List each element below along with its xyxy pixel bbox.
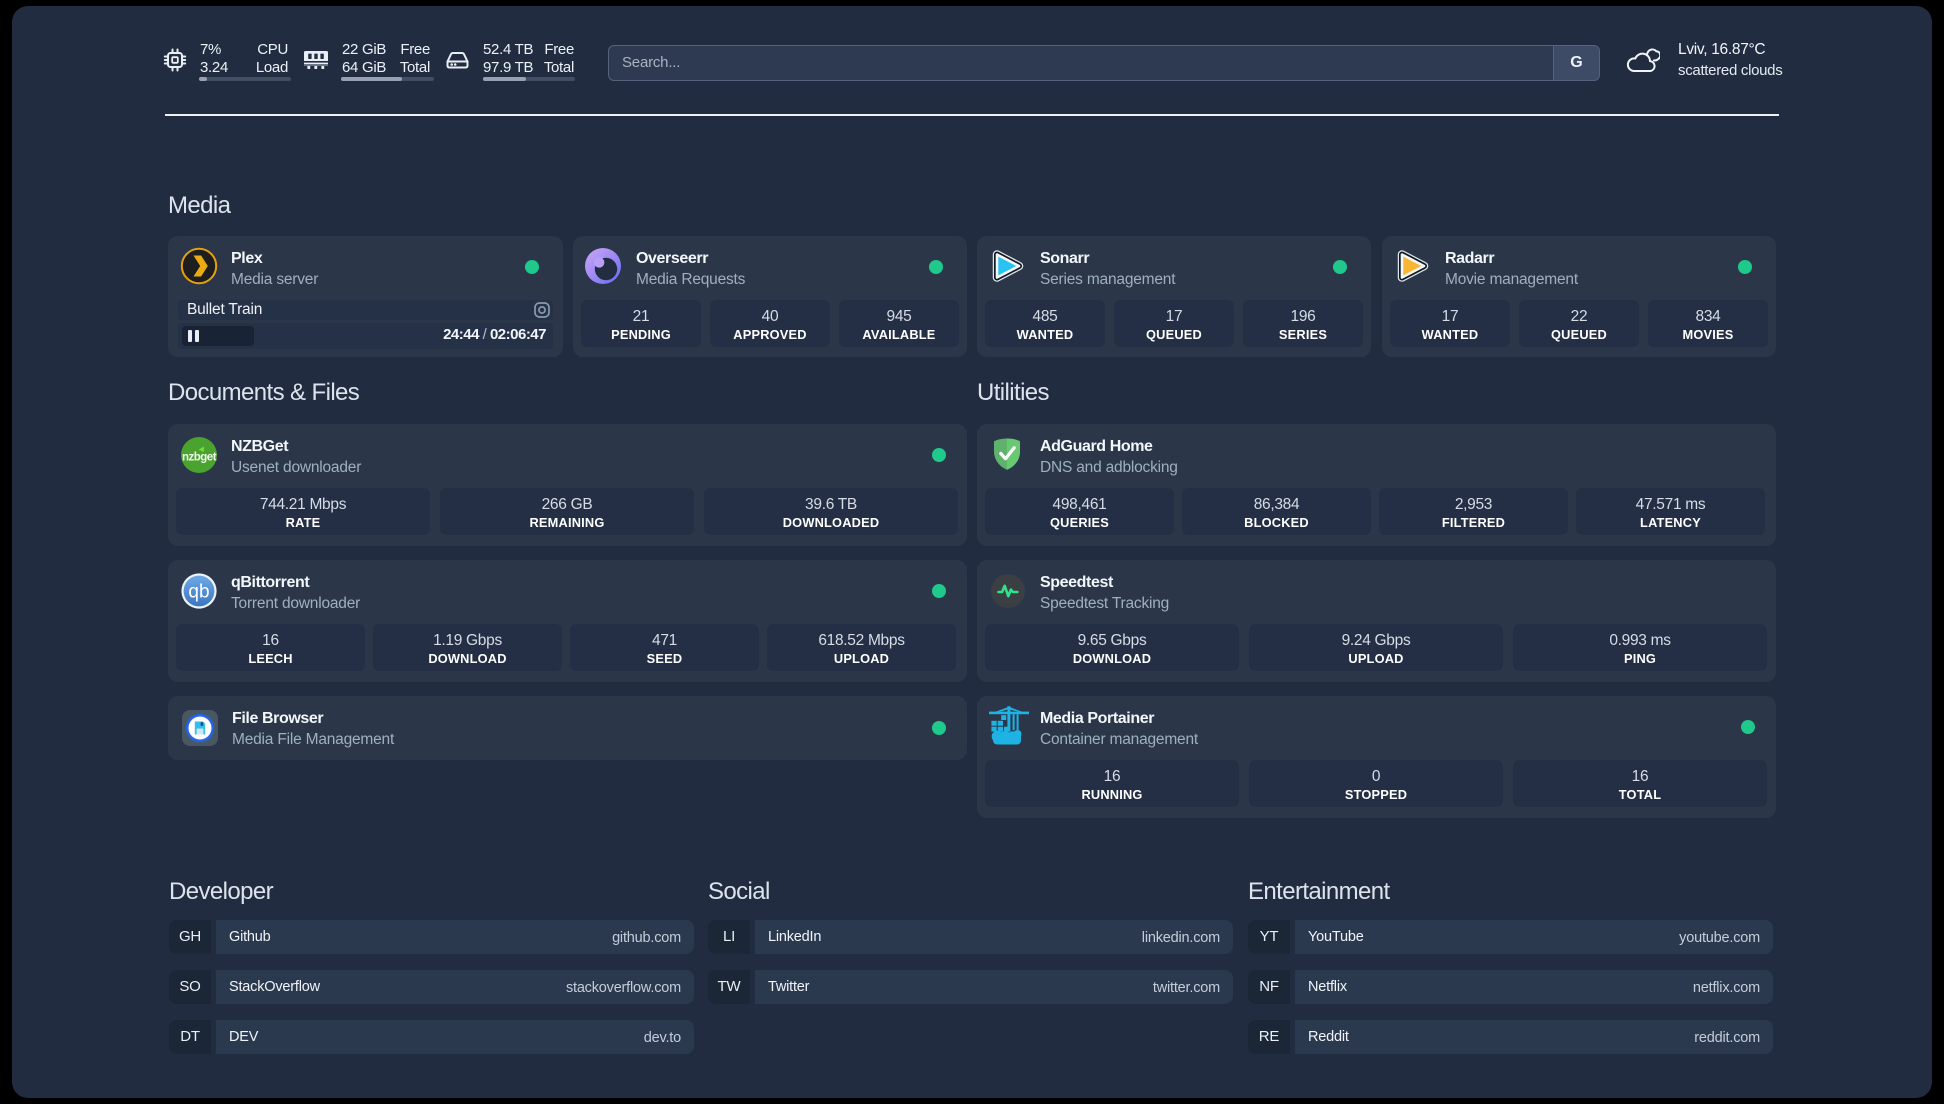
svg-text:nzbget: nzbget [182,452,217,464]
svg-text:qb: qb [188,582,209,603]
